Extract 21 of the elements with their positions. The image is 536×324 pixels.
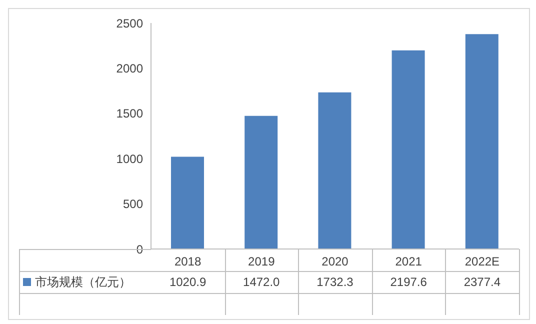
legend-label: 市场规模（亿元） [35,274,131,290]
bar [465,34,498,249]
bar [171,156,204,249]
x-tick-label: 2022E [464,254,500,269]
data-label: 2377.4 [462,275,502,289]
x-tick-label: 2018 [174,254,202,269]
x-tick-label: 2019 [248,254,276,269]
x-tick-label: 2021 [395,254,422,269]
y-tick-label: 1500 [116,106,144,121]
y-tick-label: 1000 [116,152,144,166]
y-tick-label: 500 [122,197,144,212]
data-label: 2197.6 [389,275,428,289]
bar [318,92,352,249]
y-tick-label: 2500 [116,16,144,30]
x-tick-label: 2020 [322,254,349,269]
data-label: 1472.0 [242,275,281,289]
bar [244,116,278,249]
bar [392,50,425,249]
data-label: 1732.3 [316,275,354,289]
data-label: 1020.9 [168,275,208,289]
y-tick-label: 2000 [116,61,144,76]
